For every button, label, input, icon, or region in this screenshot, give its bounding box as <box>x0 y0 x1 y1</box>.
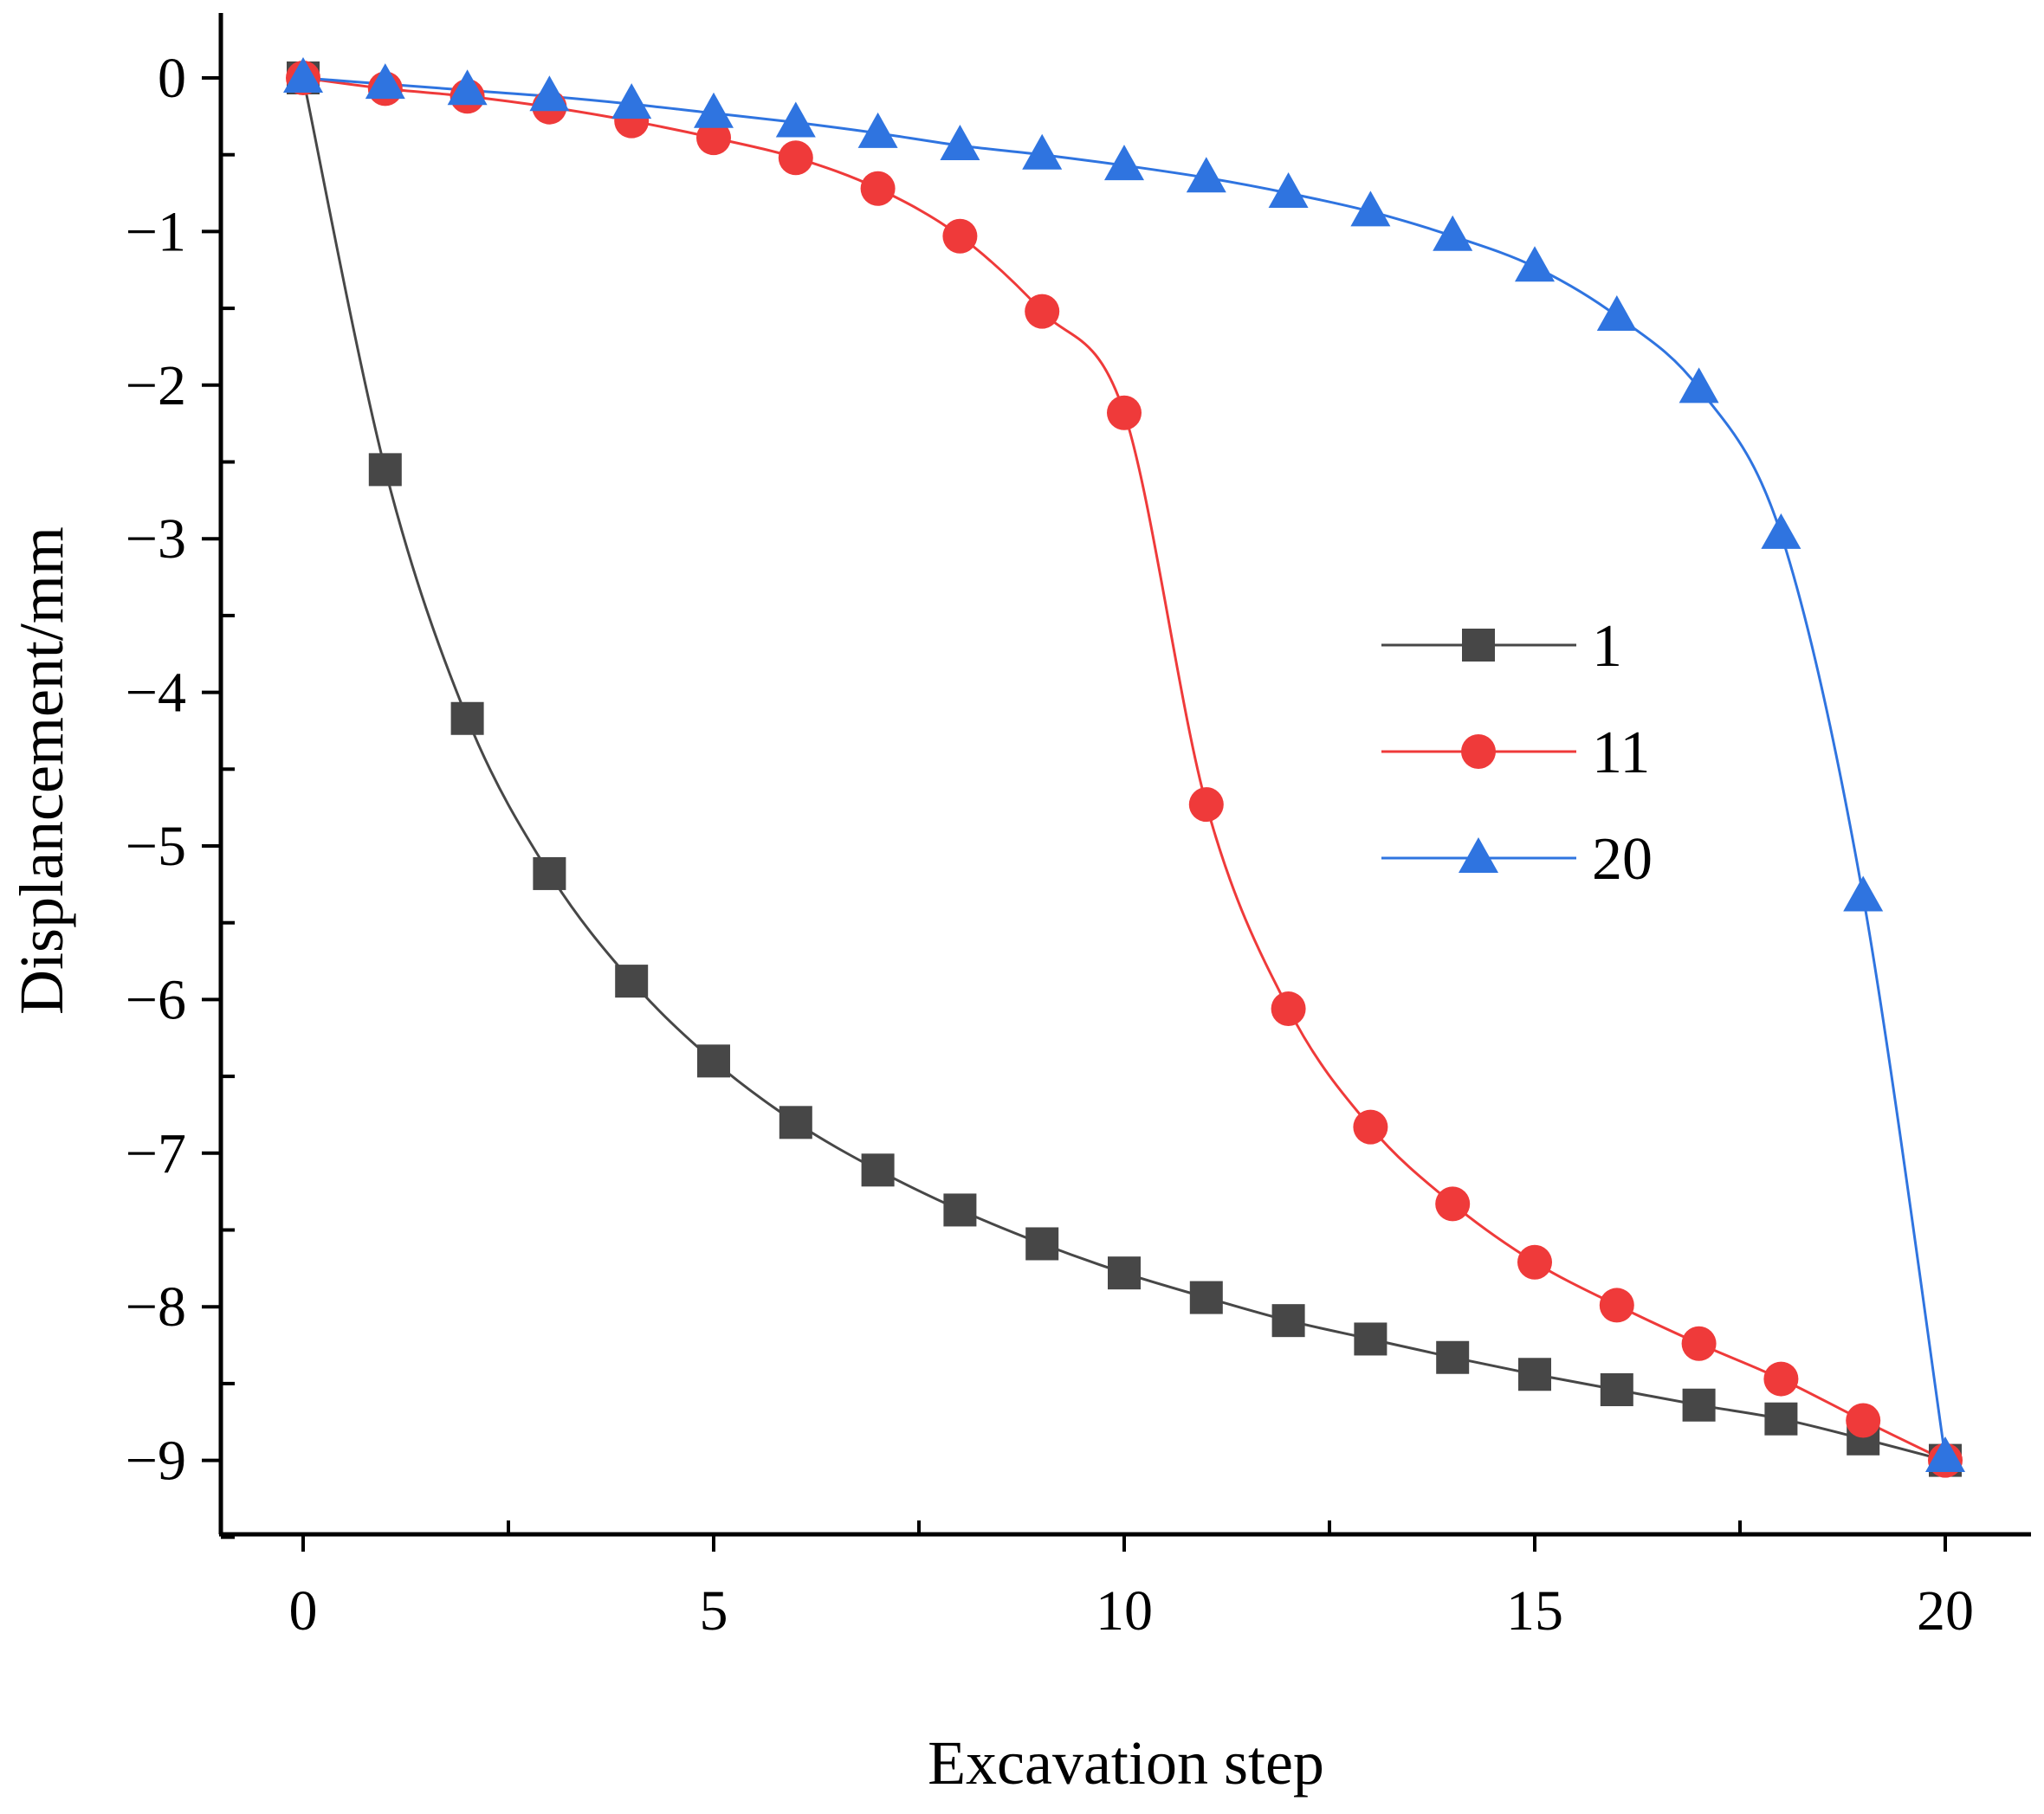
data-point-series-11 <box>1846 1403 1881 1438</box>
data-point-series-20 <box>611 83 652 119</box>
y-tick-label: −1 <box>126 200 186 263</box>
x-tick-label: 20 <box>1917 1579 1974 1643</box>
data-point-series-11 <box>1763 1361 1799 1397</box>
data-point-series-1 <box>533 856 566 890</box>
data-point-series-20 <box>1268 172 1309 209</box>
legend-label-1: 1 <box>1592 613 1622 680</box>
legend-marker-20 <box>1459 837 1498 873</box>
series-lines <box>301 76 1947 1462</box>
y-tick-label: −7 <box>126 1122 186 1185</box>
x-tick-label: 10 <box>1096 1579 1153 1643</box>
data-point-series-1 <box>1764 1402 1798 1436</box>
y-tick-label: −3 <box>126 507 186 571</box>
data-point-series-11 <box>696 120 731 156</box>
data-point-series-20 <box>1186 157 1226 193</box>
data-point-series-20 <box>529 75 570 112</box>
data-point-series-11 <box>860 171 896 206</box>
x-axis-title: Excavation step <box>928 1728 1324 1798</box>
y-tick-label: −9 <box>126 1430 186 1493</box>
data-point-series-20 <box>694 92 734 128</box>
data-point-series-20 <box>1679 367 1719 403</box>
data-point-series-1 <box>1108 1256 1141 1290</box>
y-tick-label: 0 <box>158 47 186 110</box>
axis-ticks: 0 5 10 15 20 0 −1 −2 −3 −4 −5 −6 −7 −8 −9 <box>126 47 1974 1643</box>
data-point-series-1 <box>861 1153 895 1187</box>
data-point-series-20 <box>1104 145 1144 181</box>
data-point-series-1 <box>615 965 649 998</box>
data-point-series-11 <box>1353 1109 1388 1145</box>
x-tick-label: 0 <box>289 1579 318 1643</box>
data-point-series-20 <box>1843 875 1884 912</box>
data-point-series-20 <box>1350 190 1391 227</box>
data-point-series-20 <box>1925 1436 1965 1473</box>
legend-label-20: 20 <box>1592 826 1653 893</box>
data-point-series-20 <box>1761 513 1801 549</box>
series-markers <box>283 57 1965 1478</box>
data-point-series-20 <box>447 69 488 106</box>
data-point-series-20 <box>1433 215 1473 251</box>
data-point-series-20 <box>1596 294 1637 331</box>
data-point-series-20 <box>1022 133 1063 170</box>
data-point-series-20 <box>775 101 816 138</box>
data-point-series-20 <box>283 57 323 93</box>
data-point-series-11 <box>1681 1326 1717 1361</box>
legend-label-11: 11 <box>1592 720 1650 786</box>
data-point-series-20 <box>1515 246 1555 282</box>
data-point-series-11 <box>1107 395 1142 430</box>
data-point-series-11 <box>778 140 813 176</box>
x-tick-label: 5 <box>700 1579 728 1643</box>
data-point-series-1 <box>697 1044 730 1078</box>
data-point-series-11 <box>1517 1244 1552 1280</box>
x-tick-label: 15 <box>1506 1579 1563 1643</box>
data-point-series-1 <box>1025 1227 1059 1261</box>
y-tick-label: −5 <box>126 815 186 878</box>
series-line-20 <box>302 76 1947 1458</box>
y-tick-label: −8 <box>126 1275 186 1339</box>
data-point-series-1 <box>1682 1388 1716 1422</box>
data-point-series-1 <box>943 1193 977 1227</box>
legend-marker-1 <box>1462 629 1495 662</box>
legend-marker-11 <box>1461 734 1496 769</box>
data-point-series-11 <box>1599 1288 1634 1323</box>
y-tick-label: −4 <box>126 662 186 725</box>
data-point-series-20 <box>940 125 980 161</box>
y-axis-title: Displancement/mm <box>7 526 76 1015</box>
data-point-series-1 <box>1600 1372 1633 1406</box>
data-point-series-11 <box>1188 787 1224 823</box>
data-point-series-11 <box>1435 1186 1471 1222</box>
data-point-series-1 <box>1354 1322 1387 1356</box>
data-point-series-11 <box>1025 294 1060 329</box>
data-point-series-20 <box>365 63 405 100</box>
data-point-series-1 <box>1518 1358 1551 1391</box>
y-tick-label: −2 <box>126 354 186 417</box>
series-line-11 <box>302 76 1946 1462</box>
data-point-series-1 <box>1271 1304 1305 1338</box>
data-point-series-1 <box>1189 1281 1223 1314</box>
data-point-series-11 <box>1271 991 1306 1027</box>
data-point-series-11 <box>942 218 978 254</box>
series-line-1 <box>301 77 1946 1462</box>
data-point-series-1 <box>368 453 402 487</box>
data-point-series-20 <box>857 112 898 148</box>
data-point-series-1 <box>779 1106 812 1139</box>
y-tick-label: −6 <box>126 968 186 1031</box>
data-point-series-1 <box>450 701 484 735</box>
data-point-series-1 <box>1436 1340 1470 1374</box>
